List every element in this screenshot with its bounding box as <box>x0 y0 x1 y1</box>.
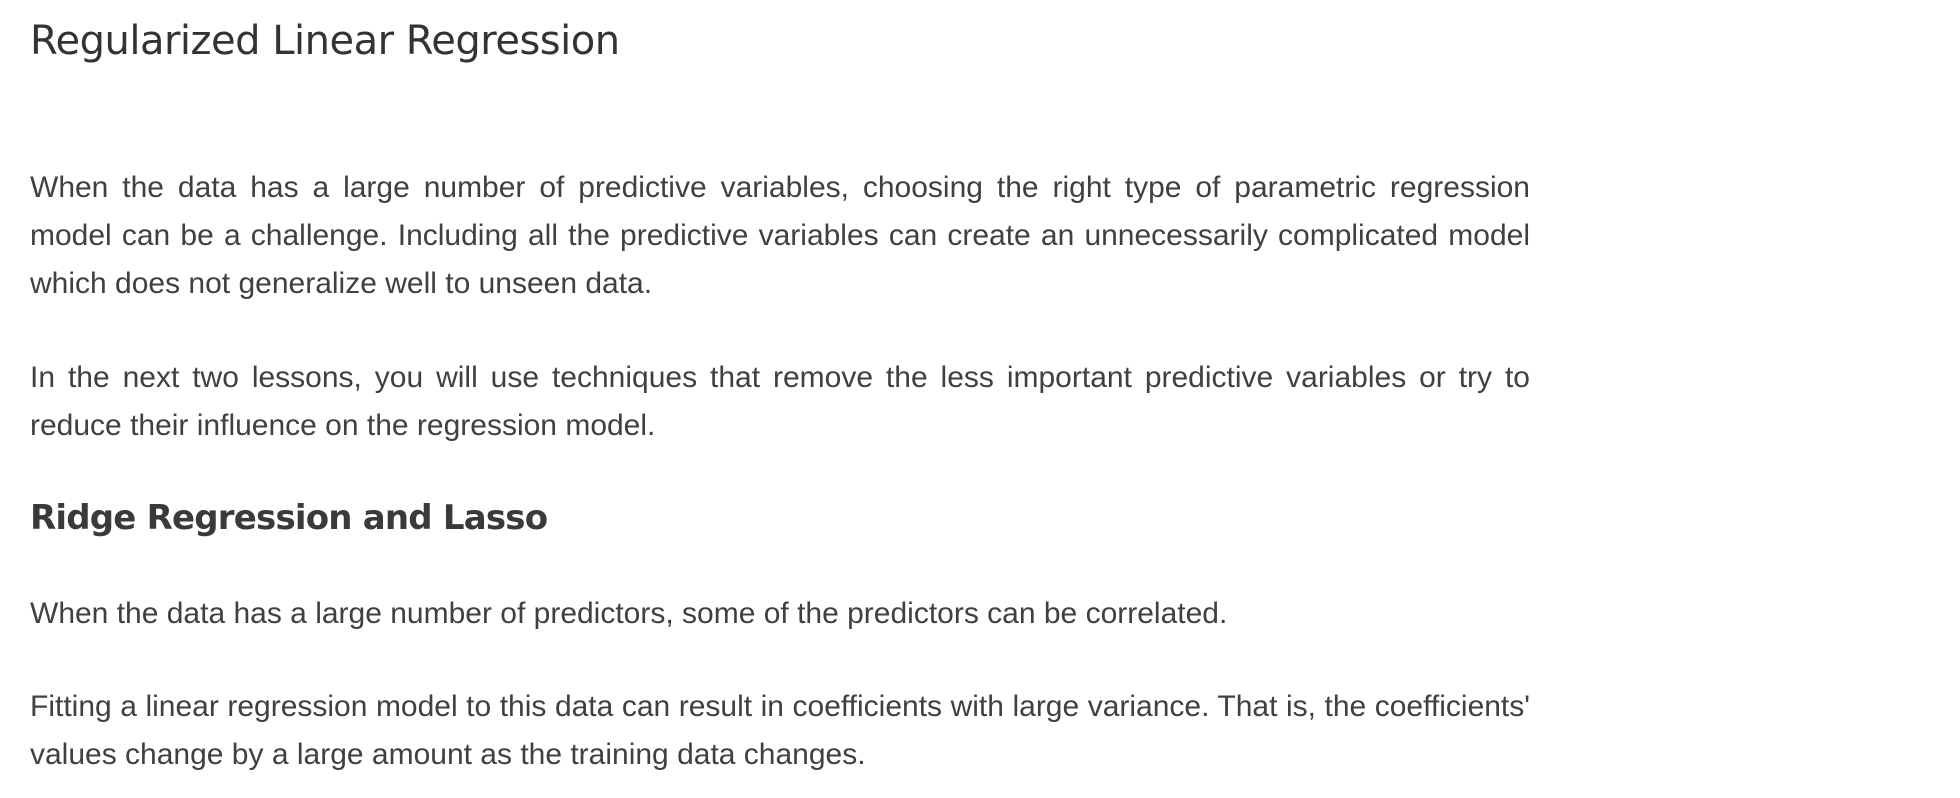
lessons-paragraph: In the next two lessons, you will use te… <box>30 361 1530 442</box>
predictors-paragraph: When the data has a large number of pred… <box>30 597 1228 630</box>
section-heading: Ridge Regression and Lasso <box>30 498 548 538</box>
intro-paragraph: When the data has a large number of pred… <box>30 171 1530 300</box>
page-title: Regularized Linear Regression <box>30 18 620 64</box>
variance-paragraph: Fitting a linear regression model to thi… <box>30 690 1530 771</box>
